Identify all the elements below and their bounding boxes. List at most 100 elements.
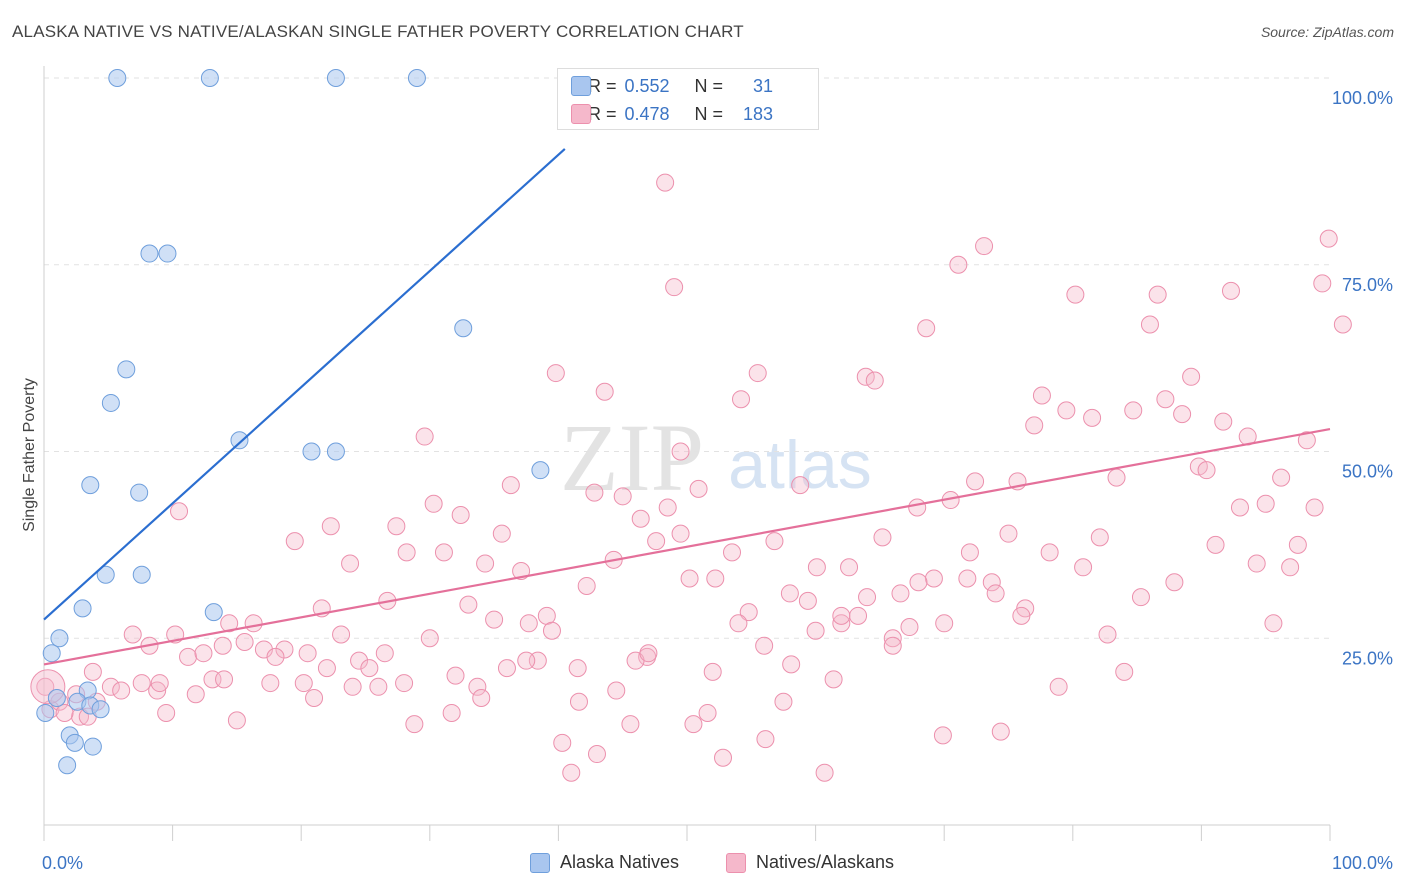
- data-point-natives-alaskans: [958, 569, 977, 588]
- bottom-legend: Alaska Natives Natives/Alaskans: [0, 852, 1406, 878]
- data-point-natives-alaskans: [1206, 535, 1225, 554]
- data-point-natives-alaskans: [774, 692, 793, 711]
- data-point-natives-alaskans: [647, 532, 666, 551]
- data-point-natives-alaskans: [1148, 285, 1167, 304]
- x-tick-label-start: 0.0%: [42, 853, 83, 873]
- data-point-alaska-natives: [158, 244, 177, 263]
- data-point-natives-alaskans: [607, 681, 626, 700]
- data-point-alaska-natives: [132, 565, 151, 584]
- data-point-alaska-natives: [326, 442, 345, 461]
- data-point-natives-alaskans: [585, 483, 604, 502]
- data-point-natives-alaskans: [933, 726, 952, 745]
- legend-n-value: 31: [753, 75, 774, 96]
- data-point-natives-alaskans: [1165, 573, 1184, 592]
- data-point-natives-alaskans: [900, 618, 919, 637]
- data-point-alaska-natives: [91, 700, 110, 719]
- data-point-natives-alaskans: [577, 576, 596, 595]
- data-point-natives-alaskans: [497, 659, 516, 678]
- data-point-natives-alaskans: [698, 703, 717, 722]
- data-point-natives-alaskans: [1313, 274, 1332, 293]
- data-point-natives-alaskans: [1230, 498, 1249, 517]
- y-tick-label: 50.0%: [1342, 462, 1393, 482]
- data-point-natives-alaskans: [476, 554, 495, 573]
- data-point-natives-alaskans: [595, 382, 614, 401]
- data-point-natives-alaskans: [824, 670, 843, 689]
- data-point-alaska-natives: [83, 737, 102, 756]
- data-point-natives-alaskans: [703, 662, 722, 681]
- legend-swatch-blue: [571, 76, 591, 96]
- data-point-natives-alaskans: [350, 651, 369, 670]
- data-point-natives-alaskans: [714, 748, 733, 767]
- data-point-natives-alaskans: [553, 733, 572, 752]
- data-point-natives-alaskans: [1214, 412, 1233, 431]
- bottom-legend-alaska-natives: Alaska Natives: [530, 852, 679, 873]
- data-point-natives-alaskans: [485, 610, 504, 629]
- data-point-alaska-natives: [96, 565, 115, 584]
- data-point-natives-alaskans: [472, 689, 491, 708]
- data-point-natives-alaskans: [1197, 461, 1216, 480]
- data-point-natives-alaskans: [1107, 468, 1126, 487]
- data-point-alaska-natives: [407, 69, 426, 87]
- data-point-natives-alaskans: [569, 692, 588, 711]
- legend-r-label: R =: [588, 103, 617, 124]
- data-point-natives-alaskans: [1040, 543, 1059, 562]
- data-point-alaska-natives: [130, 483, 149, 502]
- data-point-natives-alaskans: [1131, 588, 1150, 607]
- data-point-natives-alaskans: [415, 427, 434, 446]
- legend-swatch-pink: [571, 104, 591, 124]
- axes: [43, 66, 1331, 841]
- data-point-natives-alaskans: [387, 517, 406, 536]
- bottom-legend-natives-alaskans: Natives/Alaskans: [726, 852, 894, 873]
- data-point-natives-alaskans: [213, 636, 232, 655]
- legend-row-alaska-natives: R = 0.552 N = 31: [571, 73, 774, 99]
- data-point-natives-alaskans: [420, 629, 439, 648]
- data-point-natives-alaskans: [765, 532, 784, 551]
- data-point-natives-alaskans: [849, 606, 868, 625]
- data-point-natives-alaskans: [671, 524, 690, 543]
- data-point-natives-alaskans: [157, 703, 176, 722]
- data-point-natives-alaskans: [840, 558, 859, 577]
- data-point-natives-alaskans: [935, 614, 954, 633]
- data-point-natives-alaskans: [756, 730, 775, 749]
- y-tick-label: 100.0%: [1332, 88, 1393, 108]
- data-point-natives-alaskans: [305, 689, 324, 708]
- data-point-natives-alaskans: [150, 674, 169, 693]
- data-point-natives-alaskans: [815, 763, 834, 782]
- data-point-natives-alaskans: [966, 472, 985, 491]
- trend-lines: [43, 148, 1331, 666]
- data-point-natives-alaskans: [791, 476, 810, 495]
- data-point-natives-alaskans: [689, 479, 708, 498]
- data-point-natives-alaskans: [1098, 625, 1117, 644]
- data-point-alaska-natives: [326, 69, 345, 87]
- data-point-natives-alaskans: [986, 584, 1005, 603]
- data-point-alaska-natives: [108, 69, 127, 87]
- data-point-natives-alaskans: [285, 532, 304, 551]
- data-point-natives-alaskans: [680, 569, 699, 588]
- data-point-natives-alaskans: [924, 569, 943, 588]
- data-point-natives-alaskans: [1221, 281, 1240, 300]
- x-tick-label-end: 100.0%: [1332, 853, 1393, 873]
- data-point-alaska-natives: [140, 244, 159, 263]
- data-point-natives-alaskans: [55, 703, 74, 722]
- data-point-natives-alaskans: [723, 543, 742, 562]
- data-point-natives-alaskans: [341, 554, 360, 573]
- data-point-natives-alaskans: [537, 606, 556, 625]
- data-point-natives-alaskans: [451, 505, 470, 524]
- data-point-natives-alaskans: [235, 632, 254, 651]
- data-point-natives-alaskans: [343, 677, 362, 696]
- data-point-natives-alaskans: [215, 670, 234, 689]
- data-point-natives-alaskans: [1083, 408, 1102, 427]
- data-point-natives-alaskans: [317, 659, 336, 678]
- data-point-natives-alaskans: [1074, 558, 1093, 577]
- legend-r-value: 0.552: [624, 75, 670, 96]
- alaska-natives-points: [36, 69, 550, 775]
- legend-row-natives-alaskans: R = 0.478 N = 183: [571, 101, 773, 127]
- data-point-natives-alaskans: [1288, 535, 1307, 554]
- data-point-natives-alaskans: [1297, 431, 1316, 450]
- data-point-natives-alaskans: [1182, 367, 1201, 386]
- data-point-natives-alaskans: [1057, 401, 1076, 420]
- data-point-natives-alaskans: [621, 715, 640, 734]
- watermark-zip: ZIP: [560, 404, 704, 511]
- data-point-natives-alaskans: [991, 722, 1010, 741]
